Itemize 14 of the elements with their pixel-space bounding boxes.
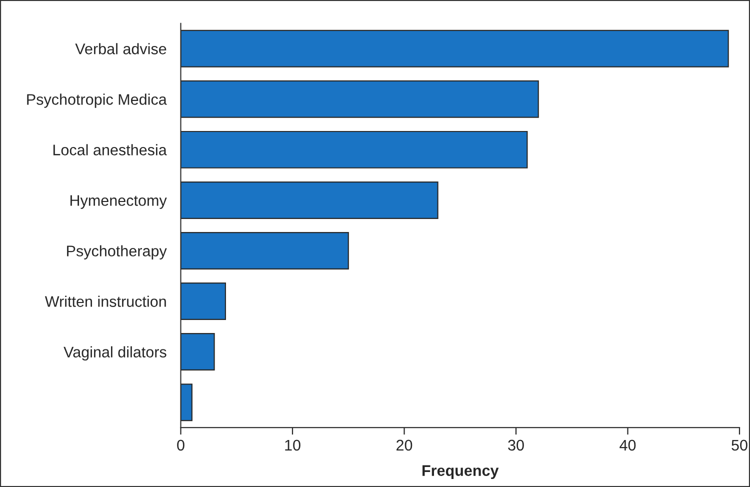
y-tick-label: Vaginal dilators — [64, 346, 166, 361]
x-tick-label: 50 — [732, 440, 748, 451]
y-tick-label: Written instruction — [44, 296, 166, 307]
x-tick-label: 20 — [396, 440, 412, 451]
y-tick-label: Psychotropic Medica — [27, 94, 167, 108]
x-tick-label: 30 — [508, 440, 524, 451]
y-tick-label: Hymenectomy — [70, 195, 167, 209]
y-tick-label: Local anesthesia — [53, 144, 167, 156]
y-tick-label: Verbal advise — [75, 43, 166, 54]
y-tick-label: Psychotherapy — [67, 245, 167, 260]
x-axis-title: Frequency — [422, 465, 499, 479]
x-tick-label: 40 — [620, 440, 636, 451]
x-tick-label: 0 — [177, 440, 184, 451]
x-tick-label: 10 — [285, 440, 300, 451]
